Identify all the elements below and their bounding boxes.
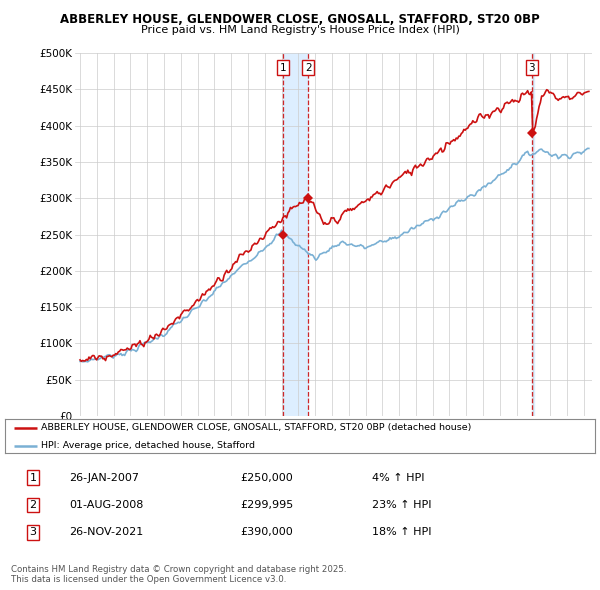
Text: 1: 1 bbox=[280, 63, 286, 73]
Text: 2: 2 bbox=[29, 500, 37, 510]
Bar bbox=[532, 53, 534, 416]
Text: ABBERLEY HOUSE, GLENDOWER CLOSE, GNOSALL, STAFFORD, ST20 0BP: ABBERLEY HOUSE, GLENDOWER CLOSE, GNOSALL… bbox=[60, 13, 540, 26]
Text: 26-JAN-2007: 26-JAN-2007 bbox=[69, 473, 139, 483]
Text: Contains HM Land Registry data © Crown copyright and database right 2025.
This d: Contains HM Land Registry data © Crown c… bbox=[11, 565, 346, 584]
Text: 4% ↑ HPI: 4% ↑ HPI bbox=[372, 473, 425, 483]
Text: 2: 2 bbox=[305, 63, 311, 73]
Text: 1: 1 bbox=[29, 473, 37, 483]
Text: 23% ↑ HPI: 23% ↑ HPI bbox=[372, 500, 431, 510]
Text: 3: 3 bbox=[529, 63, 535, 73]
Bar bbox=[283, 53, 308, 416]
Text: 01-AUG-2008: 01-AUG-2008 bbox=[69, 500, 143, 510]
Text: £390,000: £390,000 bbox=[240, 527, 293, 537]
Text: 26-NOV-2021: 26-NOV-2021 bbox=[69, 527, 143, 537]
Text: HPI: Average price, detached house, Stafford: HPI: Average price, detached house, Staf… bbox=[41, 441, 256, 450]
Text: £299,995: £299,995 bbox=[240, 500, 293, 510]
Text: £250,000: £250,000 bbox=[240, 473, 293, 483]
Text: 3: 3 bbox=[29, 527, 37, 537]
Text: ABBERLEY HOUSE, GLENDOWER CLOSE, GNOSALL, STAFFORD, ST20 0BP (detached house): ABBERLEY HOUSE, GLENDOWER CLOSE, GNOSALL… bbox=[41, 423, 472, 432]
Text: Price paid vs. HM Land Registry's House Price Index (HPI): Price paid vs. HM Land Registry's House … bbox=[140, 25, 460, 35]
Text: 18% ↑ HPI: 18% ↑ HPI bbox=[372, 527, 431, 537]
